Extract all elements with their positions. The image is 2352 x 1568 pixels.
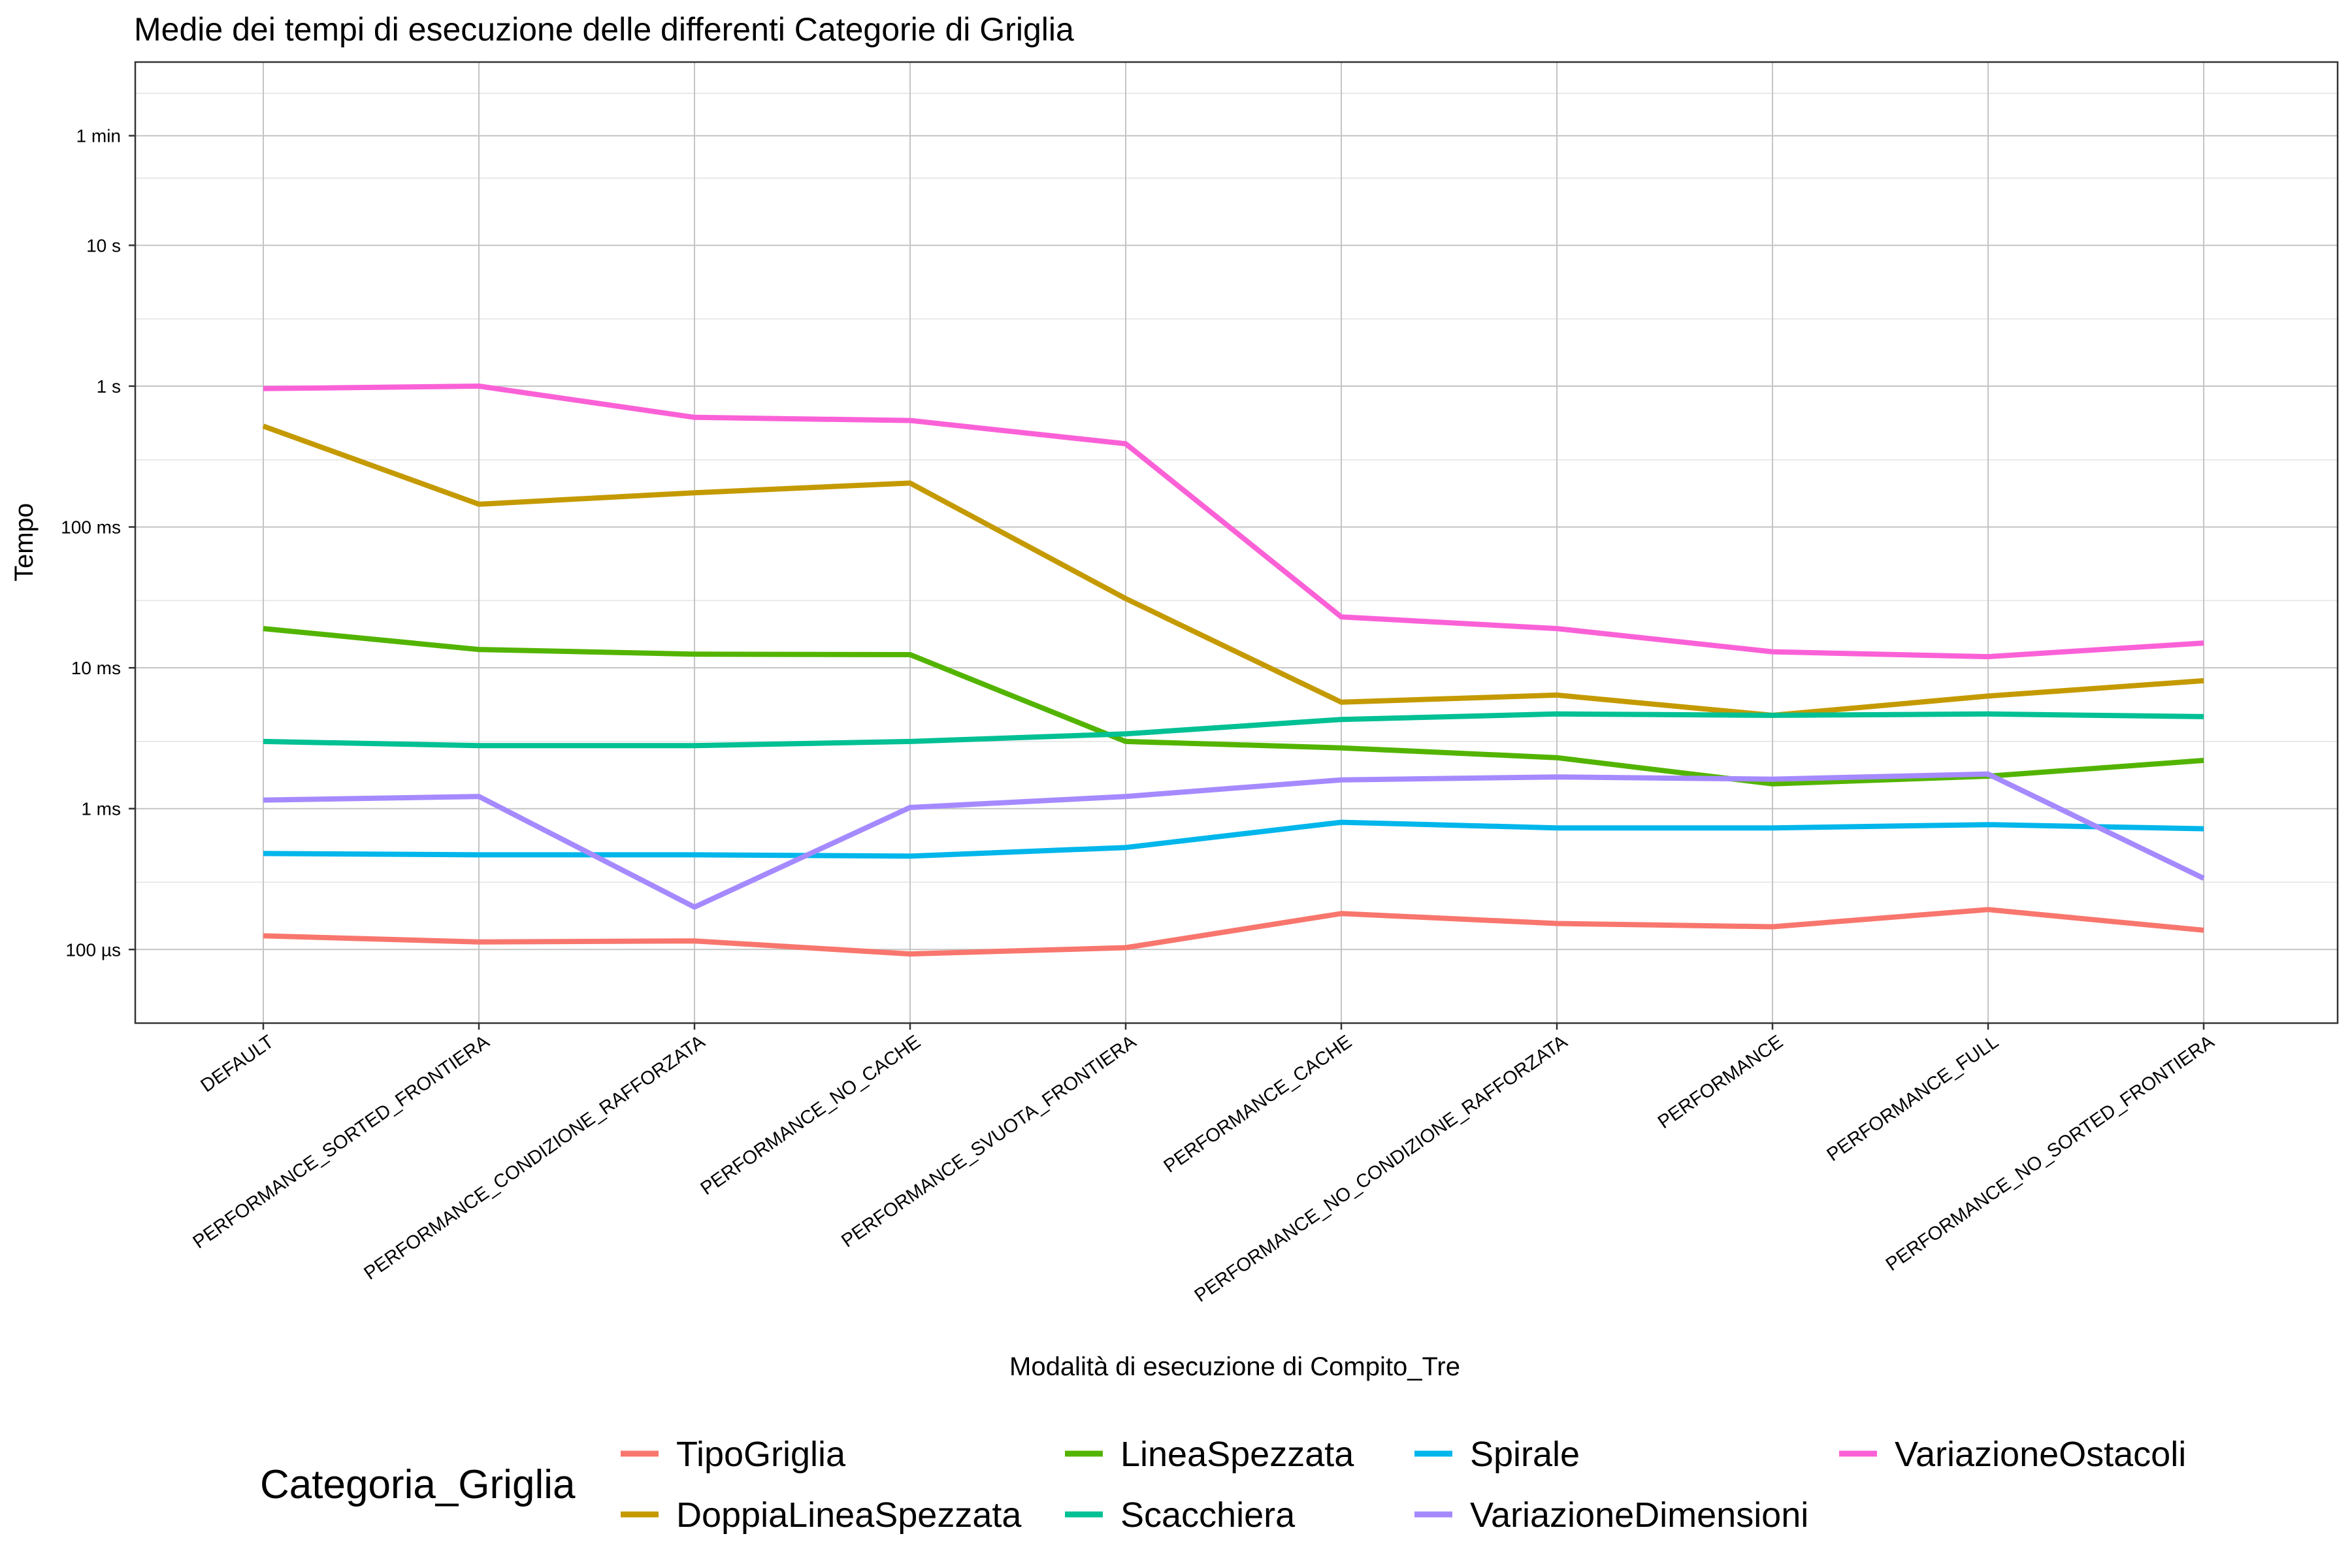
legend-item-Spirale: Spirale bbox=[1414, 1435, 1580, 1474]
plot-panel-border bbox=[134, 61, 2339, 1024]
y-tick-label: 1 ms bbox=[81, 799, 121, 819]
legend-item-VariazioneDimensioni: VariazioneDimensioni bbox=[1414, 1495, 1808, 1535]
series-lines bbox=[262, 384, 2205, 957]
legend-items: TipoGriglia DoppiaLineaSpezzata LineaSpezz… bbox=[621, 1435, 2186, 1535]
legend-label: LineaSpezzata bbox=[1120, 1435, 1354, 1474]
y-tick-label: 1 s bbox=[97, 376, 121, 397]
legend-label: TipoGriglia bbox=[676, 1435, 846, 1474]
legend: Categoria_Griglia TipoGriglia DoppiaLinea… bbox=[260, 1435, 2186, 1535]
y-axis-title: Tempo bbox=[10, 503, 39, 581]
chart-title: Medie dei tempi di esecuzione delle diff… bbox=[134, 11, 1074, 48]
legend-label: Scacchiera bbox=[1120, 1495, 1296, 1535]
legend-item-Scacchiera: Scacchiera bbox=[1065, 1495, 1296, 1535]
y-tick-label: 10 ms bbox=[71, 658, 121, 678]
series-line-Spirale bbox=[263, 819, 2204, 859]
minor-gridlines bbox=[135, 93, 2338, 1024]
series-line-LineaSpezzata bbox=[263, 626, 2204, 787]
series-line-TipoGriglia bbox=[263, 907, 2204, 957]
legend-label: VariazioneOstacoli bbox=[1895, 1435, 2186, 1474]
y-tick-label: 10 s bbox=[86, 235, 121, 255]
series-line-VariazioneOstacoli bbox=[263, 384, 2204, 660]
y-tick-label: 1 min bbox=[76, 126, 121, 146]
legend-item-DoppiaLineaSpezzata: DoppiaLineaSpezzata bbox=[621, 1495, 1022, 1535]
series-line-DoppiaLineaSpezzata bbox=[262, 423, 2204, 718]
legend-label: Spirale bbox=[1470, 1435, 1580, 1474]
major-gridlines bbox=[135, 62, 2338, 1023]
y-axis-ticks: 100 µs 1 ms 10 ms 100 ms 1 s 10 s 1 min bbox=[61, 126, 135, 960]
y-tick-label: 100 µs bbox=[65, 939, 121, 960]
x-axis-title: Modalità di esecuzione di Compito_Tre bbox=[1009, 1352, 1460, 1381]
legend-item-LineaSpezzata: LineaSpezzata bbox=[1065, 1435, 1354, 1474]
legend-item-TipoGriglia: TipoGriglia bbox=[621, 1435, 846, 1474]
legend-item-VariazioneOstacoli: VariazioneOstacoli bbox=[1839, 1435, 2186, 1474]
legend-label: VariazioneDimensioni bbox=[1470, 1495, 1808, 1535]
series-line-Scacchiera bbox=[263, 711, 2204, 749]
legend-label: DoppiaLineaSpezzata bbox=[676, 1495, 1022, 1535]
y-tick-label: 100 ms bbox=[61, 517, 121, 538]
series-line-VariazioneDimensioni bbox=[263, 771, 2205, 910]
legend-title: Categoria_Griglia bbox=[260, 1462, 576, 1507]
